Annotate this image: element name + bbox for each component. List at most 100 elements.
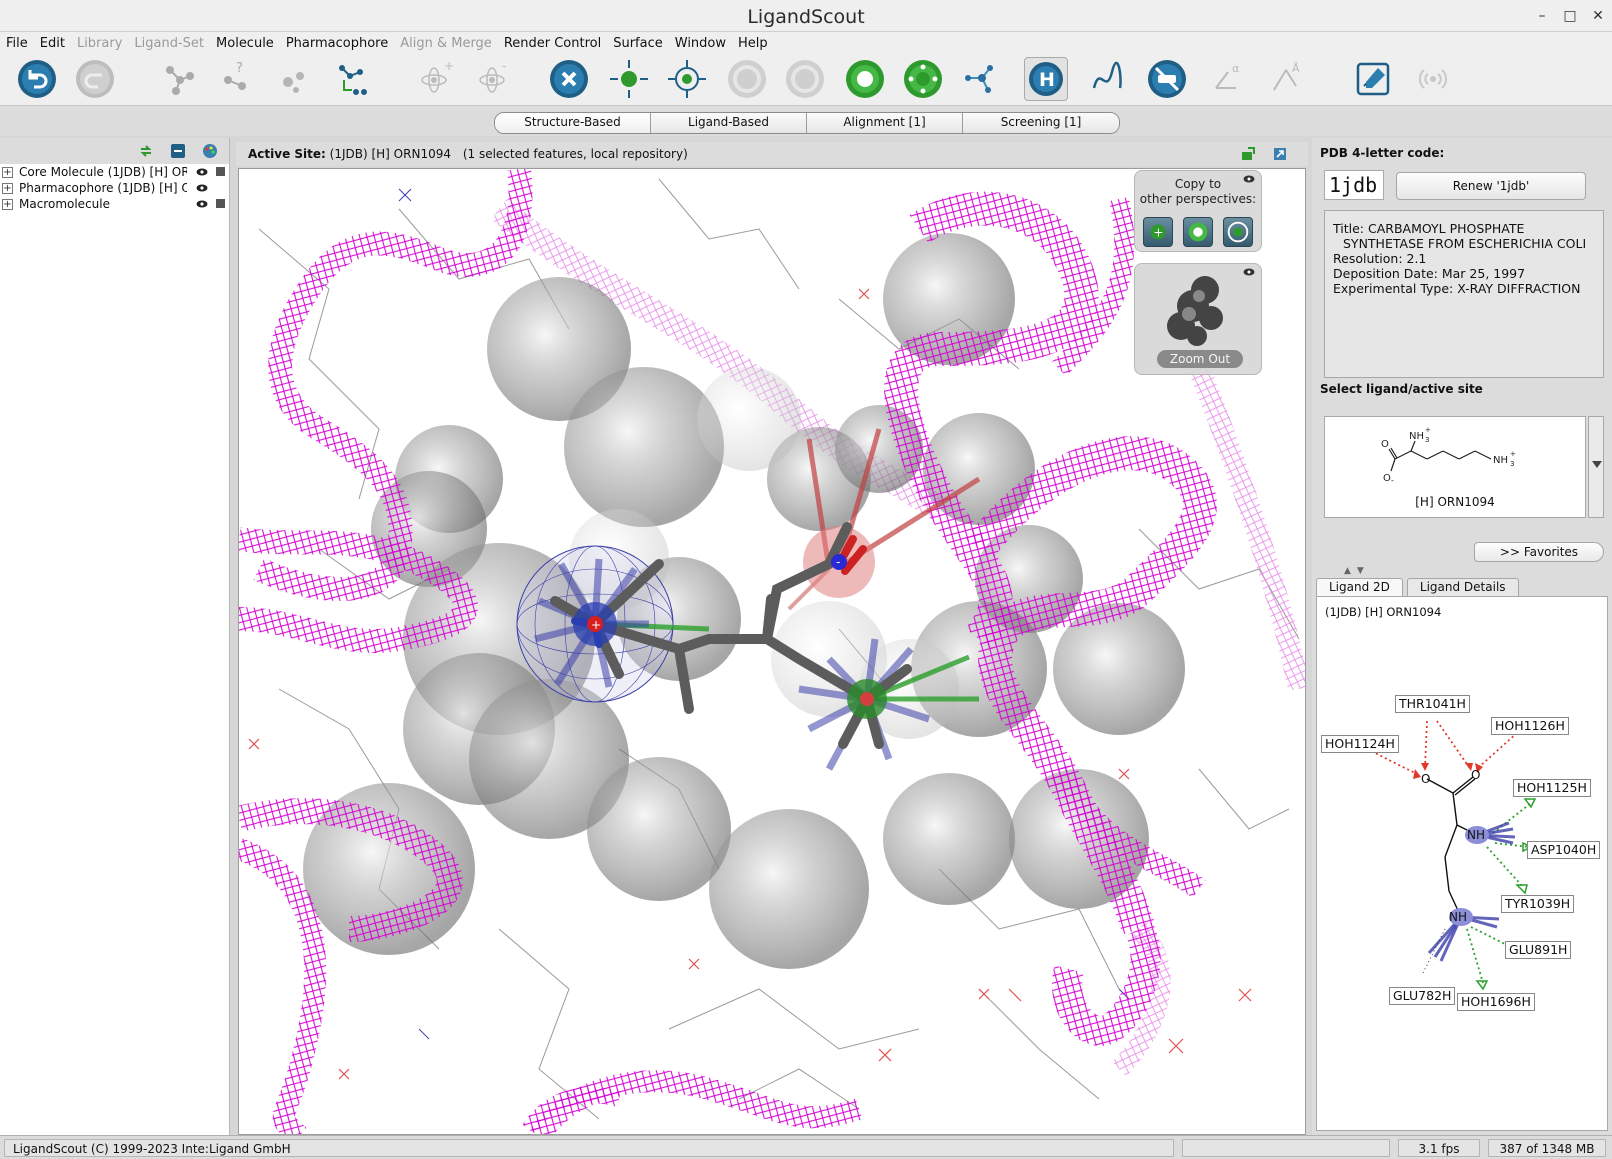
query-atom-icon[interactable]: ? [214,58,256,100]
close-window-button[interactable]: ✕ [1592,8,1604,24]
exclusion-icon[interactable] [902,58,944,100]
palette-icon[interactable] [202,143,218,159]
tab-alignment[interactable]: Alignment [1] [807,113,963,133]
residue-label[interactable]: GLU782H [1389,987,1456,1005]
ligand-selector[interactable]: O O - NH 3 + NH 3 + [H] ORN1094 [1324,416,1586,518]
menu-align-merge[interactable]: Align & Merge [400,35,492,51]
visibility-eye-icon[interactable] [1243,175,1255,183]
menu-ligand-set[interactable]: Ligand-Set [134,35,205,51]
residue-label[interactable]: HOH1125H [1513,779,1591,797]
molecule-icon[interactable] [158,58,200,100]
positive-charge-label: + [591,618,601,632]
tab-ligand-2d[interactable]: Ligand 2D [1316,578,1403,596]
tree-item-macromolecule[interactable]: + Macromolecule [0,196,229,212]
diagram-atom-o: O [1421,772,1430,786]
menu-render-control[interactable]: Render Control [503,35,602,51]
fragment-icon[interactable] [272,58,314,100]
ligand-atom-nh3-2: NH [1493,455,1508,466]
visibility-eye-icon[interactable] [196,182,208,194]
residue-label[interactable]: HOH1696H [1457,993,1535,1011]
clear-icon[interactable] [1146,58,1188,100]
add-atom-icon[interactable]: + [414,58,456,100]
collapse-icon[interactable] [170,143,186,159]
chevron-down-icon[interactable] [1592,461,1602,469]
color-swatch[interactable] [216,199,225,208]
focus-site-icon[interactable] [666,58,708,100]
menu-edit[interactable]: Edit [39,35,65,51]
copy-ligand-based-button[interactable]: + [1143,217,1173,247]
zoom-out-button[interactable]: Zoom Out [1157,350,1243,368]
remove-atom-icon[interactable]: - [472,58,514,100]
rotate-left-icon[interactable] [726,58,768,100]
undo-icon[interactable] [16,58,58,100]
visibility-eye-icon[interactable] [196,198,208,210]
export-icon[interactable] [1240,146,1256,162]
tab-ligand-based[interactable]: Ligand-Based [651,113,807,133]
tree-item-label: Pharmacophore (1JDB) [H] OR [19,181,187,195]
menu-surface[interactable]: Surface [613,35,663,51]
3d-viewer[interactable]: + - Copy to other perspectives: + Zoom O… [238,168,1306,1135]
expand-icon[interactable]: + [2,198,13,210]
pharmacophore-icon[interactable] [844,58,886,100]
color-swatch[interactable] [216,167,225,176]
copy-screening-button[interactable] [1223,217,1253,247]
hydrogen-icon[interactable]: H [1024,57,1068,101]
memory-indicator[interactable]: 387 of 1348 MB [1488,1139,1606,1157]
tab-ligand-details[interactable]: Ligand Details [1406,578,1519,596]
right-panel: PDB 4-letter code: 1jdb Renew '1jdb' Tit… [1312,138,1612,1135]
menu-library[interactable]: Library [76,35,123,51]
close-circle-icon[interactable] [548,58,590,100]
expand-icon[interactable]: + [2,182,13,194]
ligand-dropdown-scroll[interactable] [1588,416,1604,518]
signal-icon[interactable] [1412,58,1454,100]
minimize-button[interactable]: – [1538,8,1546,24]
hierarchy-header [0,138,229,164]
tab-structure-based[interactable]: Structure-Based [495,113,651,133]
menu-file[interactable]: File [6,35,28,51]
toolbar: ? + - H α Å [0,54,1612,106]
build-icon[interactable] [330,58,372,100]
edit-icon[interactable] [1352,58,1394,100]
donor-marker [860,692,874,706]
viewer-header: Active Site: (1JDB) [H] ORN1094 (1 selec… [236,142,1308,166]
pdb-code-input[interactable]: 1jdb [1324,170,1384,200]
visibility-eye-icon[interactable] [1243,268,1255,276]
svg-text:Å: Å [1292,62,1300,75]
network-icon[interactable] [960,58,1002,100]
renew-button[interactable]: Renew '1jdb' [1396,172,1586,200]
active-site-status: (1 selected features, local repository) [462,147,688,161]
maximize-view-icon[interactable] [1272,146,1288,162]
residue-label[interactable]: TYR1039H [1501,895,1575,913]
menu-help[interactable]: Help [738,35,768,51]
favorites-button[interactable]: >> Favorites [1474,542,1604,562]
expand-icon[interactable]: + [2,166,13,178]
diagram-atom-nh: NH [1467,828,1485,842]
menu-molecule[interactable]: Molecule [216,35,274,51]
tab-screening[interactable]: Screening [1] [963,113,1119,133]
residue-label[interactable]: HOH1126H [1491,717,1569,735]
spline-icon[interactable] [1086,58,1128,100]
expand-site-icon[interactable] [608,58,650,100]
protein-thumbnail [1167,276,1223,346]
rotate-right-icon[interactable] [784,58,826,100]
protein-scene[interactable]: + - [239,169,1306,1135]
maximize-button[interactable]: □ [1563,8,1577,24]
sync-icon[interactable] [138,143,154,159]
residue-label[interactable]: ASP1040H [1527,841,1601,859]
residue-label[interactable]: THR1041H [1395,695,1470,713]
redo-icon[interactable] [74,58,116,100]
menu-pharmacophore[interactable]: Pharmacophore [285,35,389,51]
angle-icon[interactable]: α [1206,58,1248,100]
residue-label[interactable]: HOH1124H [1321,735,1399,753]
splitter-arrows-icon[interactable]: ▲▼ [1344,566,1370,576]
status-bar: LigandScout (C) 1999-2023 Inte:Ligand Gm… [0,1135,1612,1159]
tree-item-pharmacophore[interactable]: + Pharmacophore (1JDB) [H] OR [0,180,229,196]
ligand-name: [H] ORN1094 [1415,495,1495,509]
visibility-eye-icon[interactable] [196,166,208,178]
tree-item-core-molecule[interactable]: + Core Molecule (1JDB) [H] ORN [0,164,229,180]
title-value: CARBAMOYL PHOSPHATE [1367,221,1525,236]
residue-label[interactable]: GLU891H [1505,941,1572,959]
distance-icon[interactable]: Å [1264,58,1306,100]
menu-window[interactable]: Window [674,35,727,51]
copy-alignment-button[interactable] [1183,217,1213,247]
